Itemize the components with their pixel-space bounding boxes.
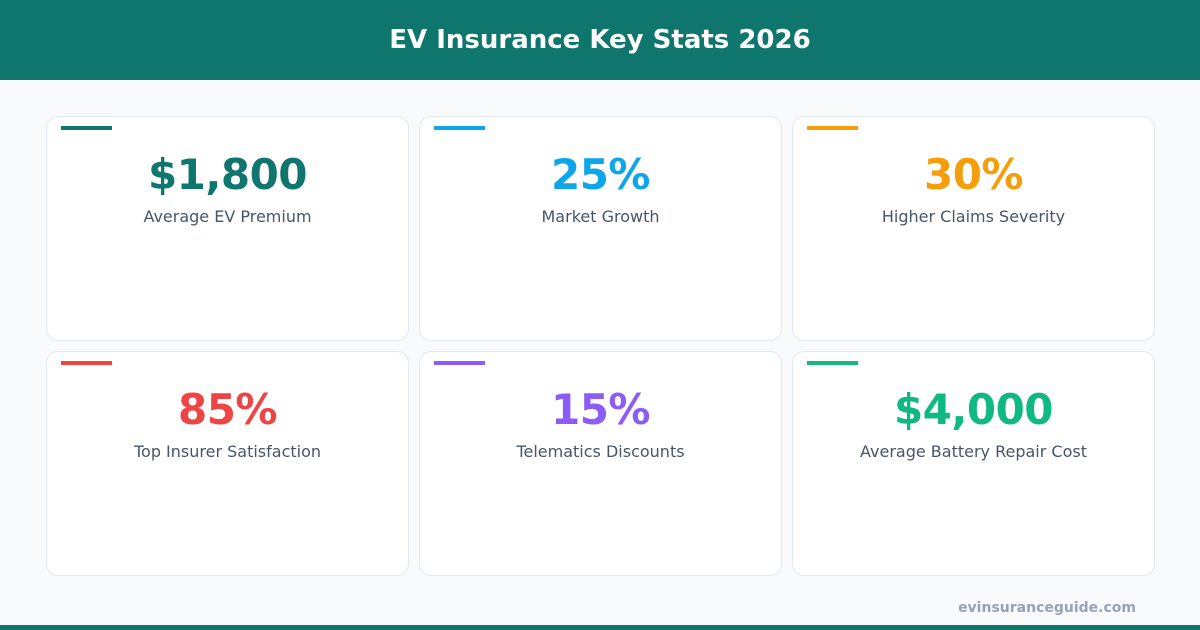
stat-card: $4,000 Average Battery Repair Cost bbox=[792, 351, 1155, 576]
stat-label: Higher Claims Severity bbox=[881, 207, 1066, 226]
accent-bar bbox=[434, 361, 485, 365]
accent-bar bbox=[61, 126, 112, 130]
accent-bar bbox=[61, 361, 112, 365]
stat-value: 15% bbox=[550, 385, 651, 434]
page-title: EV Insurance Key Stats 2026 bbox=[389, 25, 811, 55]
stat-label: Average EV Premium bbox=[143, 207, 312, 226]
stat-card: 25% Market Growth bbox=[419, 116, 782, 341]
stat-label: Market Growth bbox=[541, 207, 660, 226]
stat-value: 85% bbox=[177, 385, 278, 434]
stat-card: 85% Top Insurer Satisfaction bbox=[46, 351, 409, 576]
accent-bar bbox=[807, 361, 858, 365]
stat-card: $1,800 Average EV Premium bbox=[46, 116, 409, 341]
stat-label: Top Insurer Satisfaction bbox=[133, 442, 322, 461]
accent-bar bbox=[434, 126, 485, 130]
stat-value: $1,800 bbox=[147, 150, 308, 199]
header: EV Insurance Key Stats 2026 bbox=[0, 0, 1200, 80]
stat-card: 30% Higher Claims Severity bbox=[792, 116, 1155, 341]
stat-label: Telematics Discounts bbox=[516, 442, 685, 461]
stat-value: 25% bbox=[550, 150, 651, 199]
stat-value: $4,000 bbox=[893, 385, 1054, 434]
accent-bar bbox=[807, 126, 858, 130]
bottom-bar bbox=[0, 625, 1200, 630]
footer-site: evinsuranceguide.com bbox=[958, 600, 1136, 616]
stat-card: 15% Telematics Discounts bbox=[419, 351, 782, 576]
stat-label: Average Battery Repair Cost bbox=[860, 442, 1087, 461]
stat-value: 30% bbox=[923, 150, 1024, 199]
